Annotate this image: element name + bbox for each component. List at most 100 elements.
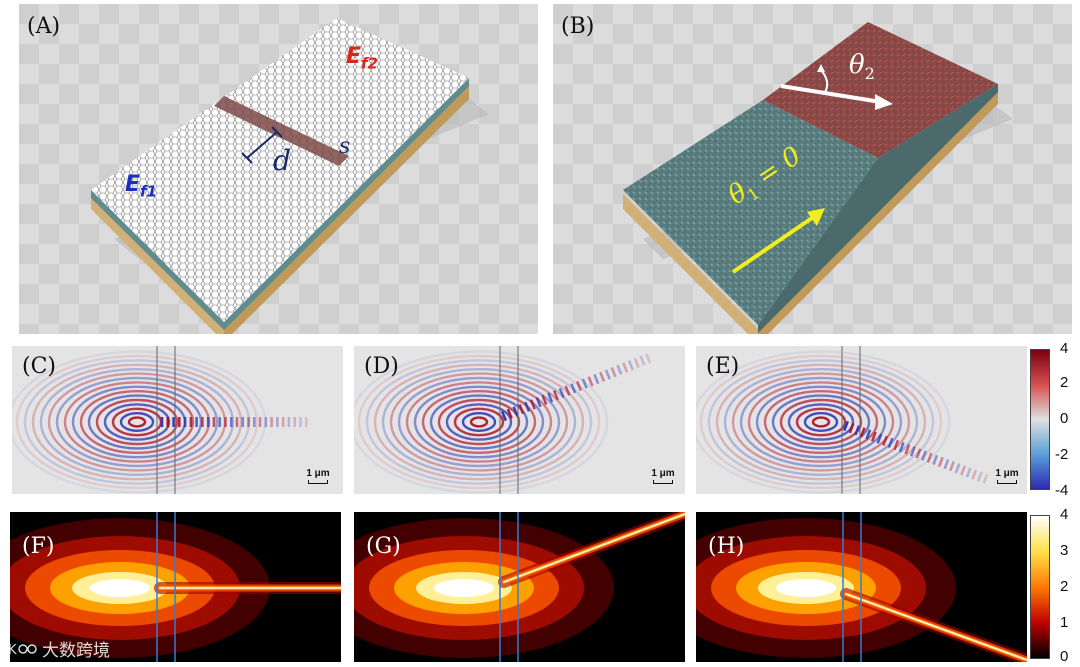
field-ring (373, 363, 585, 481)
field-ring (787, 403, 855, 441)
panel-a-label: (A) (27, 14, 61, 39)
field-ring (79, 390, 195, 454)
field-ring (39, 368, 235, 476)
beam-fringe (639, 355, 646, 366)
beam-fringe (854, 425, 861, 436)
field-ring (71, 385, 203, 459)
intensity-glow (434, 579, 494, 597)
field-ring (437, 398, 521, 446)
beam-fringe (932, 454, 939, 465)
field-ring (747, 381, 895, 463)
beam-fringe (541, 394, 548, 405)
beam-fringe (882, 435, 888, 446)
theta2-label: θ2 (849, 50, 875, 83)
panel-c-beam (160, 417, 308, 427)
field-colorbar (1030, 349, 1050, 490)
field-ring (469, 416, 489, 428)
panel-d-label: (D) (364, 354, 399, 379)
field-ring (731, 372, 911, 472)
field-ring (699, 354, 943, 490)
panel-h-intensity-map (696, 512, 1027, 662)
intensity-colorbar (1030, 515, 1050, 659)
field-colorbar-tick-0: 0 (1060, 410, 1069, 427)
field-ring (723, 368, 919, 476)
beam-fringe (943, 458, 950, 470)
beam-fringe (552, 390, 559, 401)
field-ring (429, 394, 529, 450)
beam-fringe (915, 448, 922, 459)
field-ring (811, 416, 831, 428)
field-ring (354, 350, 609, 494)
panel-d-beam (500, 353, 652, 422)
panel-f-label: (F) (22, 534, 55, 559)
beam-fringe (848, 422, 855, 434)
watermark-text: 大数跨境 (42, 641, 110, 661)
theta1-arrow (731, 208, 825, 274)
intensity-colorbar-tick-4: 4 (1060, 506, 1069, 523)
panel-f-intensity-map (10, 512, 341, 662)
panel-b-illustration (553, 4, 1072, 334)
panel-c-label: (C) (22, 354, 56, 379)
panel-f: (F) (10, 512, 341, 662)
beam-fringe (535, 397, 542, 408)
beam-fringe (633, 357, 640, 369)
beam-fringe (909, 446, 916, 457)
field-colorbar-tick-minus-2: -2 (1055, 446, 1069, 463)
ef1-symbol: E (125, 172, 141, 197)
beam-fringe (587, 376, 594, 387)
field-ring (12, 350, 267, 494)
panel-c-field-map (12, 346, 308, 494)
field-ring (771, 394, 871, 450)
beam-fringe (593, 373, 600, 385)
beam-fringe (627, 360, 634, 371)
beam-fringe (529, 399, 536, 410)
field-colorbar-tick-2: 2 (1060, 374, 1069, 391)
beam-fringe (898, 442, 905, 453)
beam-fringe (564, 385, 571, 396)
beam-fringe (604, 369, 611, 380)
field-ring (795, 407, 847, 437)
beam-fringe (570, 383, 577, 394)
beam-fringe (506, 408, 513, 419)
beam-fringe (616, 364, 623, 375)
panel-b-label: (B) (561, 14, 595, 39)
beam-fringe (937, 456, 944, 468)
svg-text:K: K (8, 643, 17, 658)
field-ring (15, 354, 259, 490)
watermark: K 大数跨境 (8, 636, 110, 661)
field-ring (696, 350, 951, 494)
field-ring (755, 385, 887, 459)
beam-fringe (949, 461, 955, 472)
beam-fringe (581, 378, 588, 389)
panel-e-field-map (696, 346, 989, 494)
field-ring (55, 376, 219, 468)
field-ring (413, 385, 545, 459)
intensity-colorbar-tick-3: 3 (1060, 542, 1069, 559)
field-ring (453, 407, 505, 437)
panel-e-scalebar: 1 μm (987, 468, 1027, 484)
panel-d-scalebar: 1 μm (643, 468, 683, 484)
beam-fringe (876, 433, 883, 444)
field-ring (739, 376, 903, 468)
beam-fringe (610, 367, 617, 378)
s-label: s (339, 134, 351, 159)
panel-e: (E) 1 μm (696, 346, 1027, 494)
beam-fringe (971, 469, 978, 480)
beam-fringe (893, 439, 900, 451)
beam-fringe (512, 406, 519, 417)
panel-h-label: (H) (708, 534, 745, 559)
intensity-beam (503, 513, 685, 583)
panel-a-illustration (19, 4, 538, 334)
field-ring (445, 403, 513, 441)
field-ring (95, 398, 179, 446)
field-ring (405, 381, 553, 463)
panel-d-ring-pattern (354, 350, 609, 494)
field-ring (47, 372, 227, 472)
panel-e-ring-pattern (696, 350, 951, 494)
beam-fringe (558, 387, 565, 399)
field-colorbar-tick-4: 4 (1060, 340, 1069, 357)
ef2-subscript: f2 (361, 54, 378, 73)
beam-fringe (921, 450, 928, 461)
field-ring (803, 411, 839, 432)
beam-fringe (870, 431, 877, 442)
